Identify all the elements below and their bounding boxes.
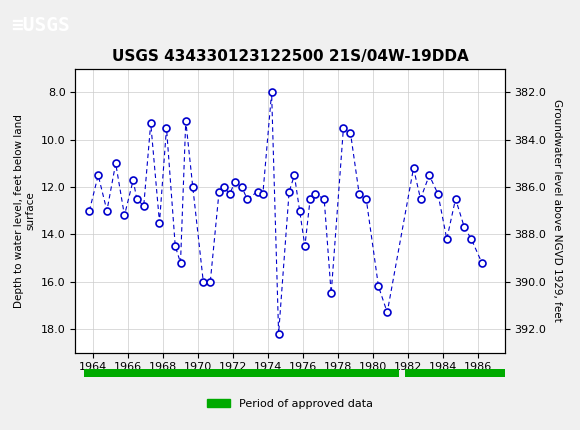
Y-axis label: Depth to water level, feet below land
surface: Depth to water level, feet below land su…: [14, 114, 35, 307]
Text: ≡USGS: ≡USGS: [12, 16, 70, 35]
Bar: [84, 369, 400, 378]
Text: USGS 434330123122500 21S/04W-19DDA: USGS 434330123122500 21S/04W-19DDA: [111, 49, 469, 64]
Y-axis label: Groundwater level above NGVD 1929, feet: Groundwater level above NGVD 1929, feet: [552, 99, 562, 322]
Legend: Period of approved data: Period of approved data: [203, 395, 377, 414]
Bar: [405, 369, 505, 378]
